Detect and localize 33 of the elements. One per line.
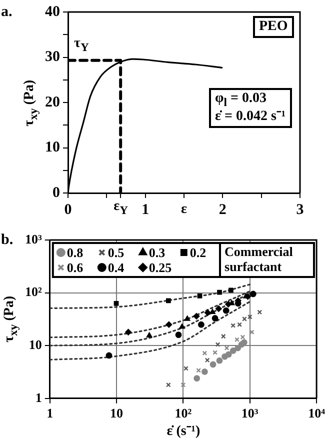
y-tick-label: 10 [28, 336, 42, 352]
y-tick-label: 30 [45, 49, 60, 66]
annotation: Commercial surfactant [218, 242, 315, 278]
annotation: φ$_{l}$ = 0.03 ε̇ = 0.042 s⁻¹ [209, 88, 292, 128]
annotation: τ$_{Y}$ [74, 36, 89, 55]
legend-label: 0.6 [66, 260, 84, 275]
x-tick-label: 10 [110, 406, 124, 421]
legend-label: 0.3 [148, 244, 166, 260]
y-tick-label: 10² [24, 284, 42, 300]
x-tick-label: 3 [296, 202, 304, 218]
y-tick-label: 10 [45, 140, 60, 156]
y-tick-label: 0 [52, 184, 60, 201]
legend-label: 0.4 [108, 260, 125, 275]
y-tick-label: 40 [45, 4, 60, 20]
legend-label: 0.8 [66, 244, 84, 260]
x-tick-label: 10⁴ [308, 406, 326, 421]
x-tick-label: 2 [218, 202, 226, 218]
y-tick-label: 1 [35, 390, 42, 405]
legend-label: 0.25 [148, 260, 172, 275]
x-tick-label: 0 [64, 202, 72, 218]
x-axis-title: ε [181, 202, 187, 218]
y-tick-label: 10³ [24, 231, 42, 246]
x-tick-label: 1 [142, 202, 150, 218]
legend-label: 0.5 [108, 244, 125, 260]
legend-label: 0.2 [190, 244, 206, 260]
text: a. [1, 4, 12, 22]
x-tick-label: ε$_{Y}$ [114, 199, 128, 218]
text: b. [1, 232, 14, 250]
x-tick-label: 10³ [241, 406, 258, 421]
y-tick-label: 20 [45, 94, 60, 110]
x-axis-title: ε̇ (s⁻¹) [166, 424, 200, 440]
annotation: PEO [253, 16, 294, 38]
x-tick-label: 10² [174, 406, 192, 421]
